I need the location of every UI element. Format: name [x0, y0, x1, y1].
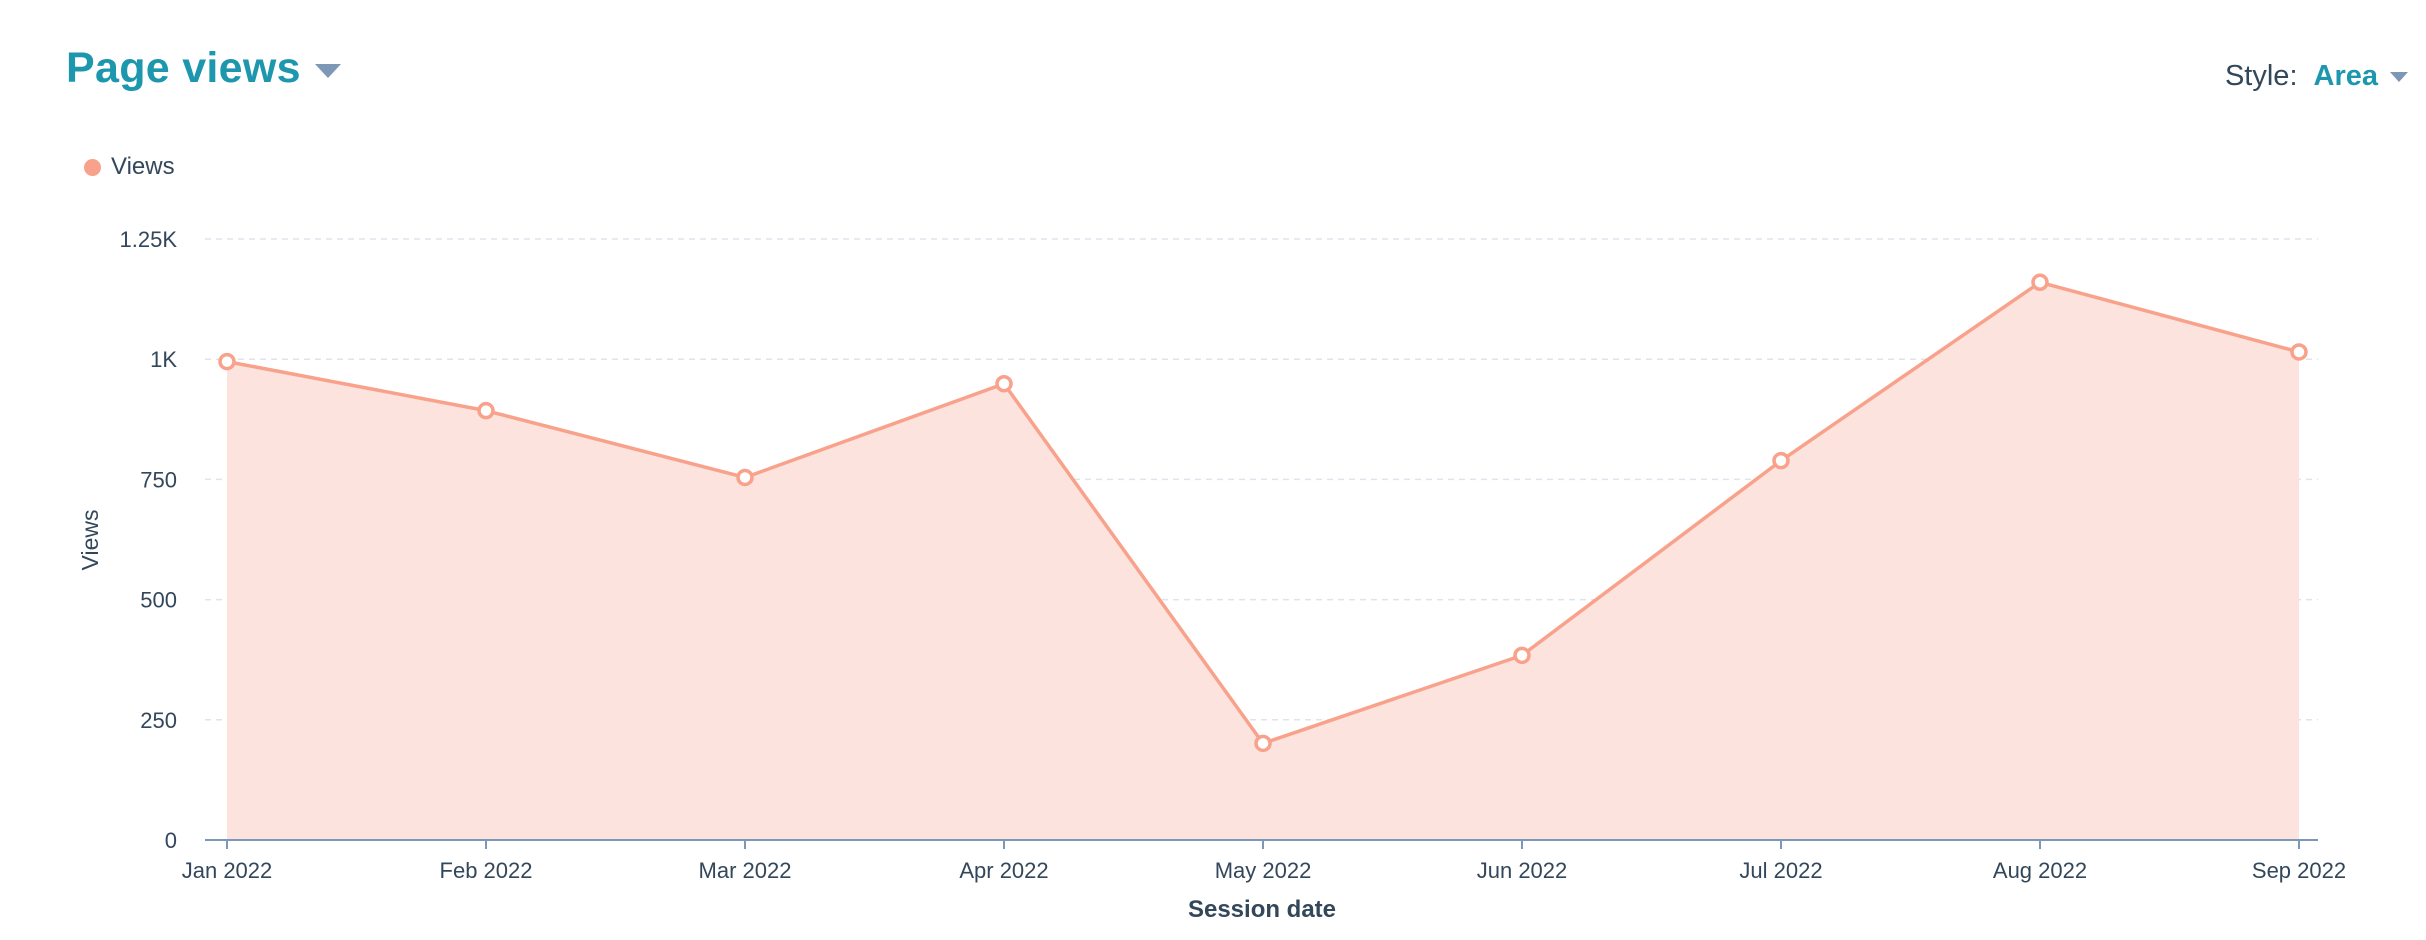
- y-tick-label: 250: [140, 708, 177, 733]
- x-tick-label: Aug 2022: [1993, 858, 2087, 883]
- data-point-views-3[interactable]: [736, 468, 754, 487]
- data-point-views-9[interactable]: [2290, 343, 2308, 361]
- y-tick-label: 1.25K: [120, 227, 178, 252]
- x-tick-label: Jan 2022: [182, 858, 273, 883]
- x-tick-label: Jun 2022: [1477, 858, 1568, 883]
- chevron-down-icon: [314, 63, 341, 78]
- x-tick-label: Mar 2022: [699, 858, 792, 883]
- x-axis-title: Session date: [1188, 896, 1336, 923]
- x-tick-label: Feb 2022: [440, 858, 533, 883]
- x-tick-label: Jul 2022: [1739, 858, 1822, 883]
- y-axis-title: Views: [77, 510, 103, 571]
- style-label: Style:: [2224, 60, 2298, 92]
- data-point-views-4[interactable]: [995, 374, 1013, 393]
- page-title: Page views: [66, 44, 301, 92]
- legend-label-views[interactable]: Views: [111, 153, 175, 180]
- data-point-views-2[interactable]: [477, 401, 495, 420]
- x-tick-label: Apr 2022: [959, 858, 1048, 883]
- data-point-views-7[interactable]: [1772, 451, 1790, 470]
- data-point-views-1[interactable]: [218, 352, 236, 371]
- y-tick-label: 0: [165, 828, 177, 853]
- y-tick-label: 500: [140, 588, 177, 613]
- data-point-views-5[interactable]: [1254, 734, 1272, 753]
- style-value: Area: [2313, 60, 2379, 92]
- y-tick-label: 750: [140, 467, 177, 492]
- series-area-views: [227, 282, 2299, 841]
- report-title-dropdown[interactable]: Page views: [66, 44, 341, 93]
- x-tick-label: Sep 2022: [2252, 858, 2346, 883]
- y-tick-label: 1K: [150, 347, 177, 372]
- legend-swatch-views: [84, 158, 101, 176]
- chart-legend: Views: [84, 153, 175, 181]
- data-point-views-8[interactable]: [2031, 273, 2049, 292]
- chevron-down-icon: [2390, 71, 2408, 82]
- style-dropdown[interactable]: Area: [2313, 60, 2408, 93]
- style-control: Style: Area: [2225, 60, 2408, 93]
- data-point-views-6[interactable]: [1513, 646, 1531, 665]
- x-tick-label: May 2022: [1215, 858, 1312, 883]
